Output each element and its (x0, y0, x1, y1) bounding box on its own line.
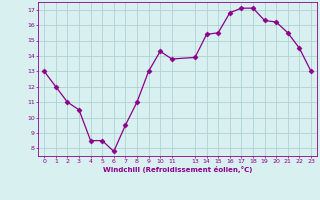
X-axis label: Windchill (Refroidissement éolien,°C): Windchill (Refroidissement éolien,°C) (103, 166, 252, 173)
